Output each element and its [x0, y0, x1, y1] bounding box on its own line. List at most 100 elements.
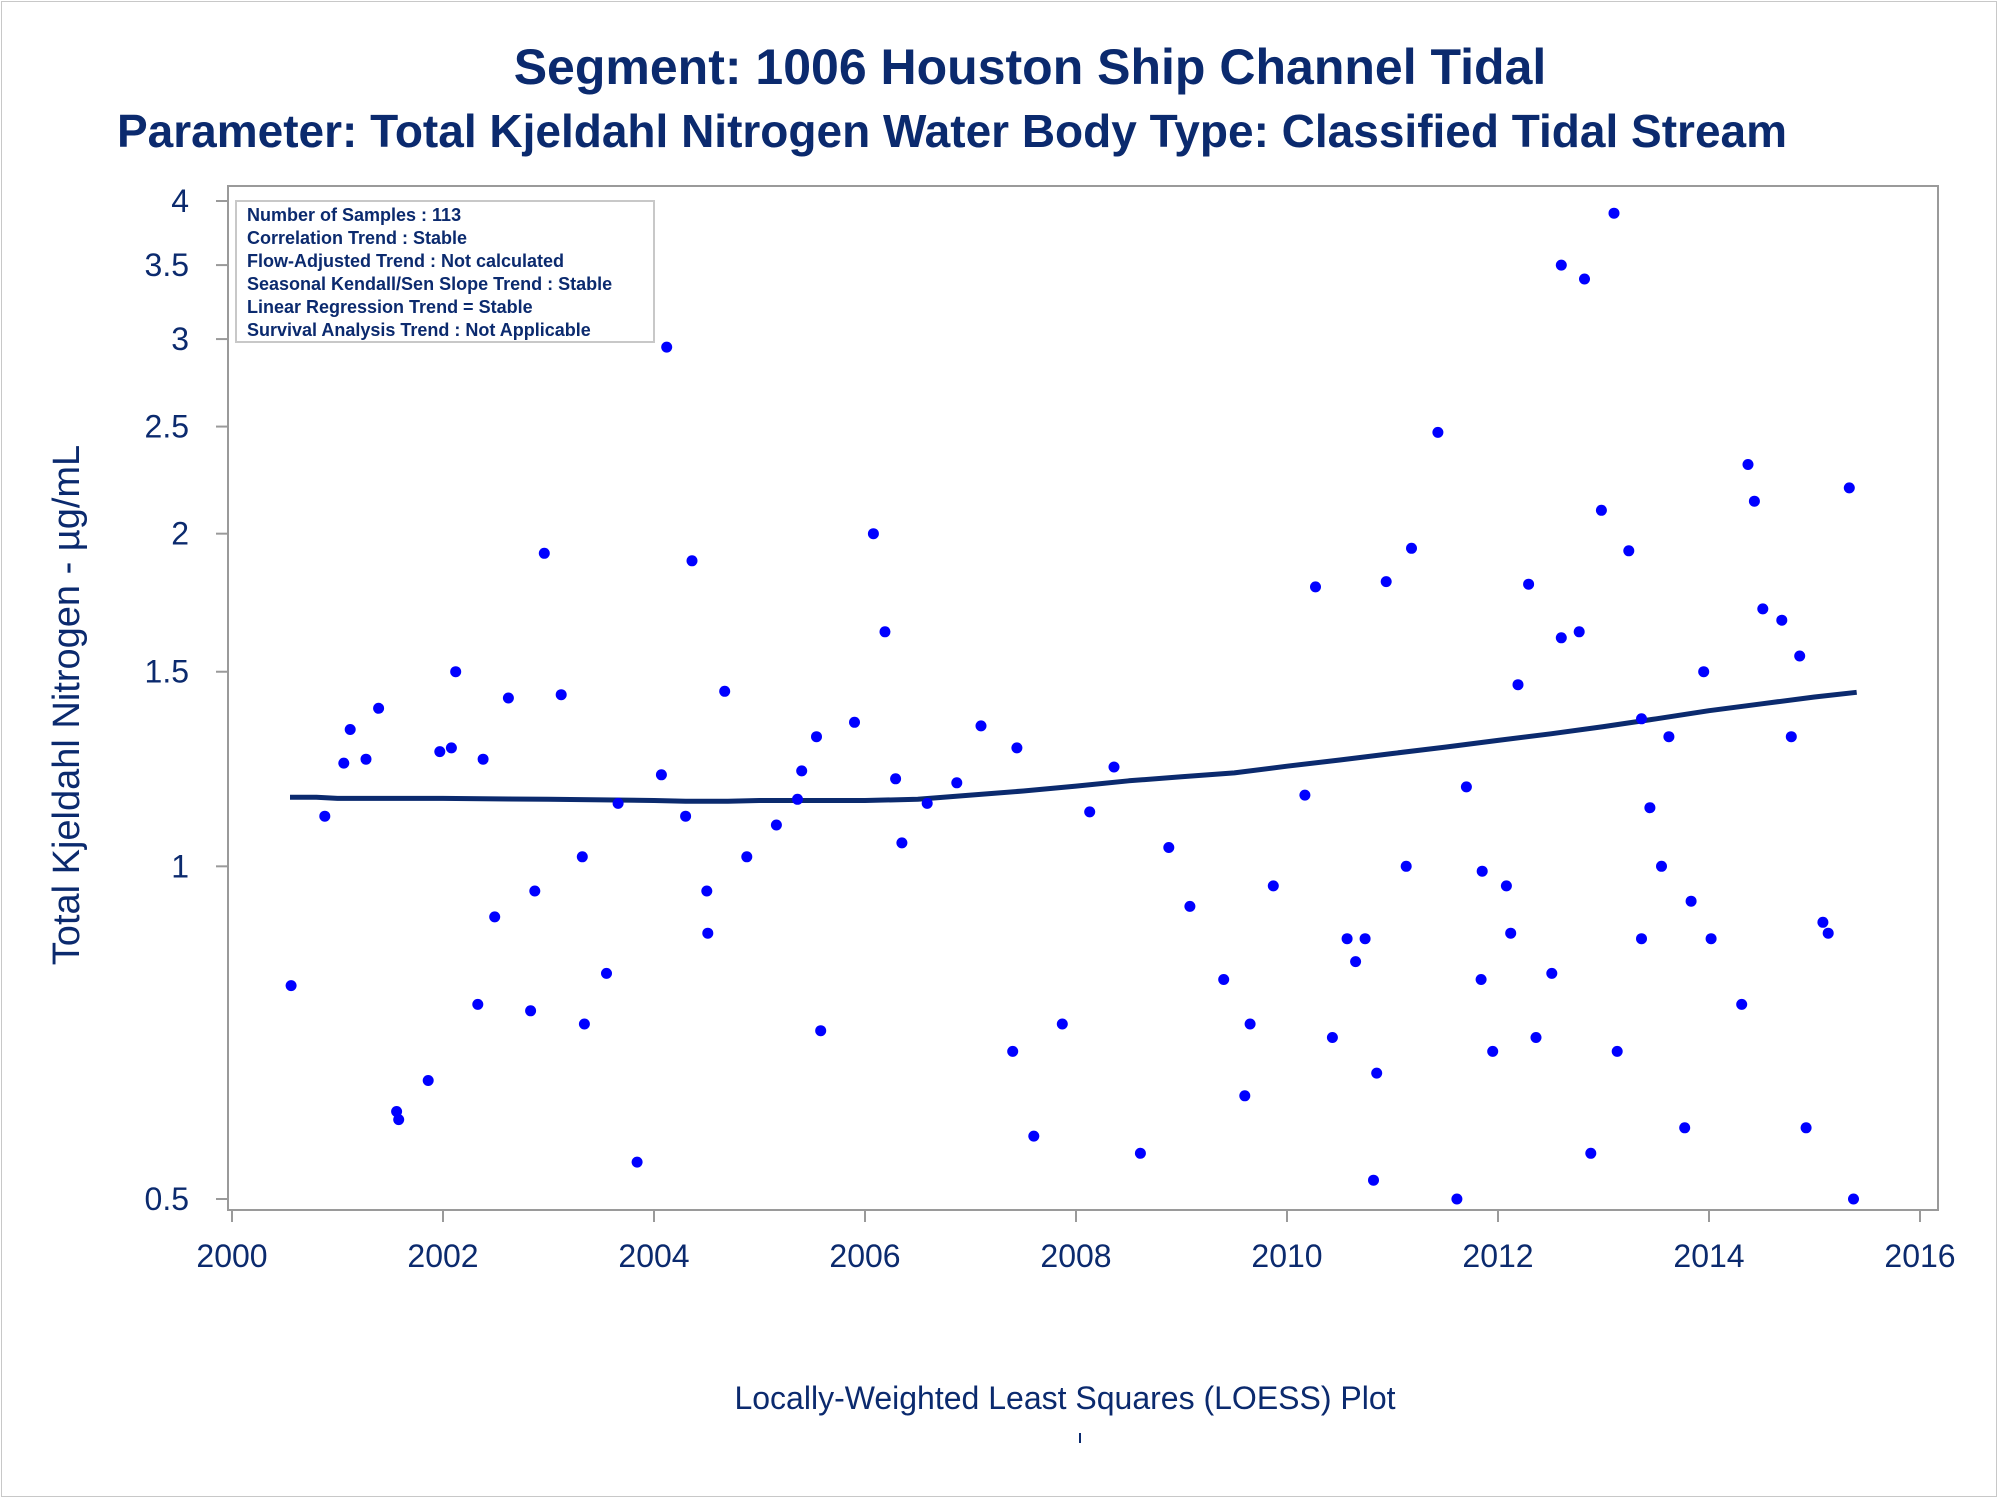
data-point — [360, 753, 372, 765]
data-point — [1843, 482, 1855, 494]
chart-title: Segment: 1006 Houston Ship Channel Tidal — [513, 39, 1547, 95]
data-point — [450, 666, 462, 678]
data-point — [879, 626, 891, 638]
x-tick-label: 2016 — [1884, 1238, 1955, 1274]
data-point — [1523, 578, 1535, 590]
data-point — [1326, 1032, 1338, 1043]
data-point — [1685, 895, 1697, 907]
data-point — [686, 555, 698, 567]
stats-samples: Number of Samples : 113 — [247, 205, 461, 225]
loess-line — [290, 689, 1857, 804]
data-point — [890, 773, 902, 785]
data-point — [285, 980, 297, 992]
data-point — [1239, 1090, 1251, 1102]
data-point — [1530, 1032, 1542, 1043]
stats-box-frame — [235, 200, 655, 343]
x-tick-label: 2014 — [1673, 1238, 1744, 1274]
x-tick-label: 2006 — [829, 1238, 900, 1274]
data-point — [741, 851, 753, 863]
y-tick-label: 1.5 — [145, 654, 189, 690]
data-point — [1776, 614, 1788, 626]
data-point — [1011, 742, 1023, 754]
x-tick-label: 2002 — [407, 1238, 478, 1274]
data-point — [1108, 761, 1120, 773]
y-tick-label: 3 — [171, 321, 189, 357]
data-points-group — [285, 207, 1859, 1205]
data-point — [1310, 581, 1321, 593]
data-point — [1400, 860, 1412, 872]
data-point — [1056, 1018, 1068, 1030]
data-point — [655, 769, 667, 781]
data-point — [896, 837, 908, 849]
data-point — [1636, 713, 1647, 725]
data-point — [445, 742, 457, 754]
plot-caption: Locally-Weighted Least Squares (LOESS) P… — [734, 1380, 1396, 1416]
data-point — [701, 885, 713, 897]
data-point — [1475, 974, 1487, 985]
data-point — [1555, 632, 1567, 644]
y-tick-label: 4 — [171, 183, 189, 219]
data-point — [951, 777, 963, 789]
caption-mark — [1079, 1433, 1081, 1443]
data-point — [631, 1156, 643, 1168]
data-point — [525, 1005, 537, 1017]
chart-subtitle: Parameter: Total Kjeldahl Nitrogen Water… — [117, 105, 1788, 157]
data-point — [338, 757, 350, 769]
data-point — [538, 547, 550, 559]
data-point — [344, 724, 356, 735]
data-point — [1163, 842, 1175, 853]
data-point — [1218, 974, 1230, 985]
data-point — [719, 685, 731, 697]
data-point — [1748, 495, 1760, 507]
data-point — [1460, 781, 1472, 793]
data-point — [1785, 731, 1797, 743]
data-point — [1822, 927, 1834, 939]
data-point — [1663, 731, 1675, 743]
data-point — [770, 819, 782, 831]
data-point — [975, 720, 987, 732]
stats-flow-adjusted-trend: Flow-Adjusted Trend : Not calculated — [247, 251, 564, 271]
y-axis: 0.5 1 1.5 2 2.5 3 3.5 4 — [145, 183, 228, 1217]
data-point — [1406, 542, 1417, 554]
stats-box: Number of Samples : 113 Correlation Tren… — [235, 200, 655, 343]
data-point — [601, 967, 612, 979]
data-point — [434, 746, 446, 758]
data-point — [1341, 933, 1353, 945]
data-point — [1644, 802, 1656, 814]
data-point — [489, 911, 501, 923]
data-point — [502, 692, 514, 704]
data-point — [1505, 927, 1517, 939]
data-point — [1487, 1045, 1499, 1057]
data-point — [373, 702, 385, 714]
y-tick-label: 2.5 — [145, 409, 189, 445]
data-point — [1512, 679, 1524, 691]
data-point — [1705, 933, 1717, 945]
data-point — [1028, 1130, 1040, 1142]
data-point — [1656, 860, 1667, 872]
data-point — [1359, 933, 1371, 945]
data-point — [1432, 426, 1444, 438]
data-point — [1794, 650, 1806, 662]
data-point — [576, 851, 588, 863]
y-tick-label: 3.5 — [145, 247, 189, 283]
data-point — [680, 810, 692, 822]
data-point — [1299, 789, 1311, 801]
data-point — [796, 765, 808, 777]
data-point — [1585, 1147, 1597, 1159]
data-point — [1611, 1045, 1623, 1057]
data-point — [867, 528, 879, 540]
data-point — [1476, 865, 1488, 877]
data-point — [1007, 1045, 1019, 1057]
data-point — [811, 731, 822, 743]
y-tick-label: 1 — [171, 848, 189, 884]
data-point — [1800, 1122, 1812, 1134]
data-point — [472, 998, 484, 1010]
data-point — [1817, 916, 1829, 928]
stats-linear-regression-trend: Linear Regression Trend = Stable — [247, 297, 533, 317]
data-point — [1184, 900, 1196, 912]
data-point — [1267, 880, 1279, 892]
x-tick-label: 2010 — [1251, 1238, 1322, 1274]
plot-area — [227, 185, 1939, 1211]
